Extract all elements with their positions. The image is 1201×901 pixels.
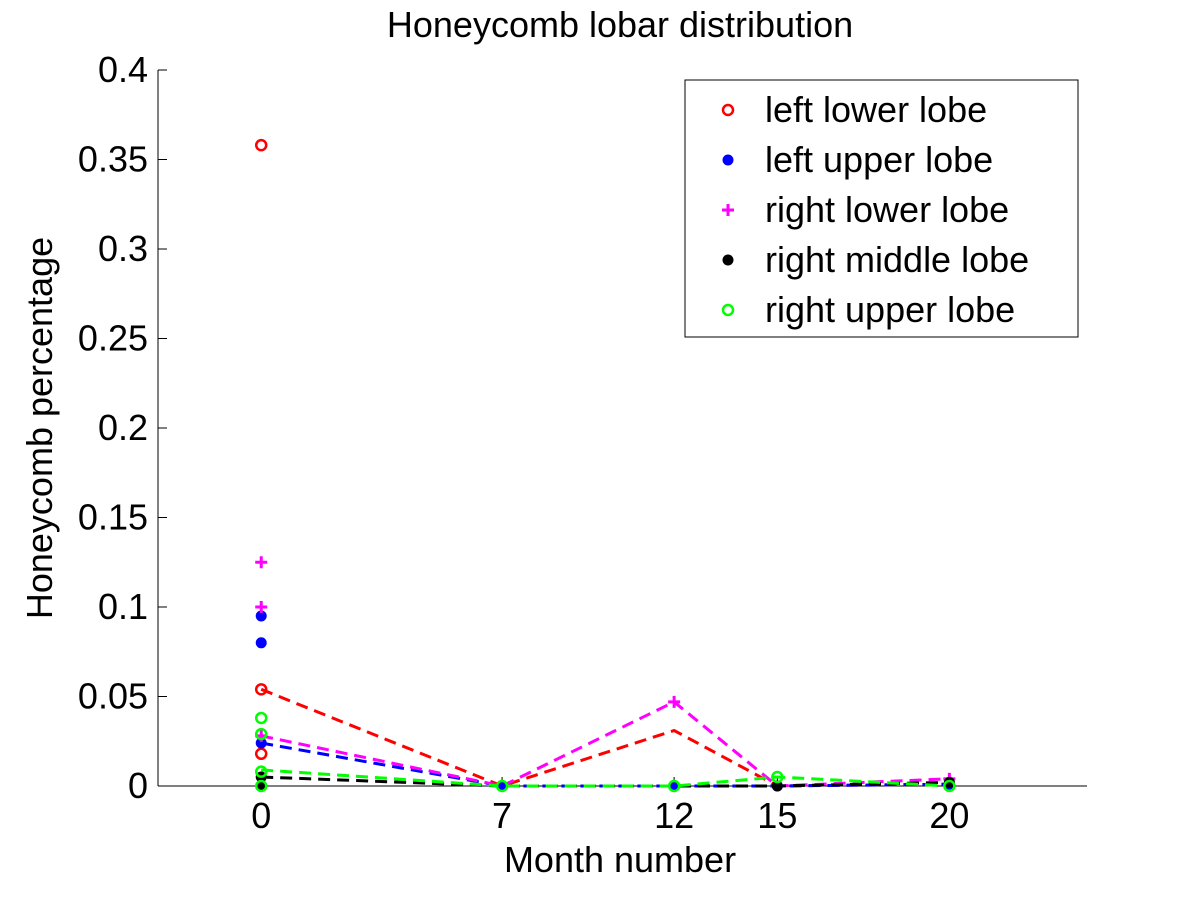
x-tick-label: 7 xyxy=(492,795,512,836)
series-line-right-upper-lobe xyxy=(261,768,950,788)
data-point-right-lower-lobe xyxy=(255,601,268,613)
y-tick-label: 0.3 xyxy=(98,228,148,269)
data-point-right-lower-lobe xyxy=(668,695,681,708)
x-axis-label: Month number xyxy=(504,839,736,880)
y-tick-label: 0.05 xyxy=(78,676,148,717)
data-point-right-upper-lobe xyxy=(495,779,509,793)
legend-label-left-upper-lobe: left upper lobe xyxy=(765,139,993,180)
legend-label-right-middle-lobe: right middle lobe xyxy=(765,239,1029,280)
data-point-right-upper-lobe xyxy=(771,770,784,784)
chart-title: Honeycomb lobar distribution xyxy=(387,4,853,45)
data-point-left-lower-lobe xyxy=(254,747,268,761)
y-tick-label: 0.4 xyxy=(98,49,148,90)
y-tick-label: 0.25 xyxy=(78,318,148,359)
legend-marker-left-upper-lobe xyxy=(722,154,734,166)
series-line-left-lower-lobe xyxy=(260,687,950,788)
data-point-right-upper-lobe xyxy=(254,765,268,778)
data-point-right-upper-lobe xyxy=(943,779,956,793)
legend-marker-right-lower-lobe xyxy=(722,204,734,216)
y-tick-label: 0.2 xyxy=(98,407,148,448)
y-axis-label: Honeycomb percentage xyxy=(19,237,60,619)
legend-label-right-lower-lobe: right lower lobe xyxy=(765,189,1009,230)
series-lines xyxy=(260,687,950,788)
y-tick-label: 0.35 xyxy=(78,139,148,180)
y-tick-label: 0.15 xyxy=(78,497,148,538)
legend-marker-left-lower-lobe xyxy=(721,103,735,117)
y-tick-label: 0 xyxy=(128,765,148,806)
legend: left lower lobe left upper lobe right lowe… xyxy=(684,79,1079,338)
data-point-right-upper-lobe xyxy=(254,779,268,793)
y-tick-label: 0.1 xyxy=(98,586,148,627)
data-point-right-upper-lobe xyxy=(254,711,268,725)
data-point-left-lower-lobe xyxy=(254,138,268,152)
legend-marker-right-upper-lobe xyxy=(721,303,735,317)
legend-label-right-upper-lobe: right upper lobe xyxy=(765,289,1015,330)
data-point-right-upper-lobe xyxy=(254,727,268,741)
data-point-right-upper-lobe xyxy=(667,779,681,793)
data-point-right-lower-lobe xyxy=(255,556,268,569)
data-point-left-upper-lobe xyxy=(255,637,267,649)
series-line-right-middle-lobe xyxy=(261,775,950,788)
axis-ticks: 0 0.05 0.1 0.15 0.2 0.25 0.3 0.35 0.4 0 7 12 15 20 xyxy=(78,49,969,836)
x-tick-label: 12 xyxy=(654,795,694,836)
series-markers xyxy=(254,138,956,793)
series-line-right-lower-lobe xyxy=(260,700,950,788)
x-tick-label: 0 xyxy=(251,795,271,836)
data-point-left-lower-lobe xyxy=(254,683,268,696)
legend-label-left-lower-lobe: left lower lobe xyxy=(765,89,987,130)
legend-box xyxy=(684,79,1079,338)
x-tick-label: 20 xyxy=(929,795,969,836)
legend-marker-right-middle-lobe xyxy=(722,254,734,266)
x-tick-label: 15 xyxy=(757,795,797,836)
